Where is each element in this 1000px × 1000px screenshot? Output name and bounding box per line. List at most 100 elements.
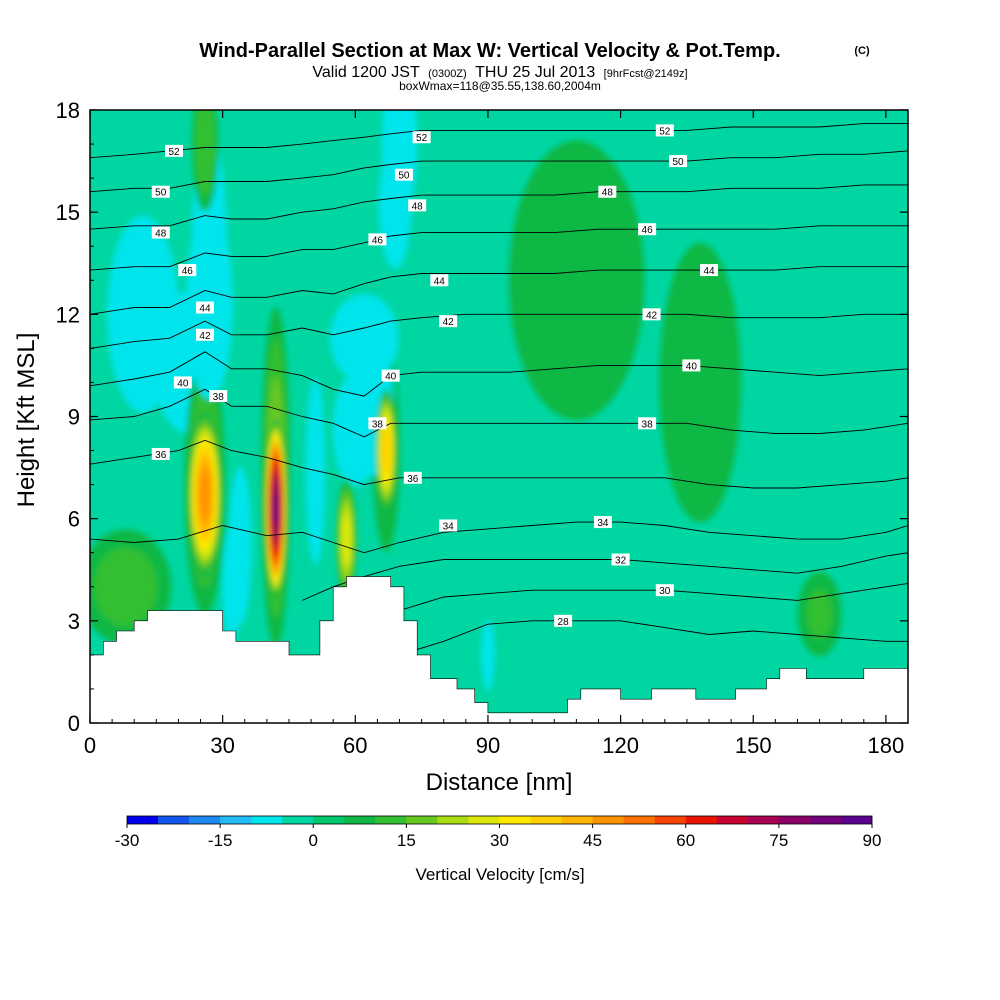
velocity-band xyxy=(272,492,279,525)
colorbar: -30 -15 0 15 30 45 60 75 90 xyxy=(115,815,881,850)
theta-contour-label: 40 xyxy=(381,369,400,383)
contour-label-box xyxy=(173,376,192,389)
velocity-cell xyxy=(659,242,742,523)
contour-label-box xyxy=(195,301,214,314)
contour-label-text: 50 xyxy=(155,188,167,199)
theta-contour-44 xyxy=(90,266,908,315)
theta-contour-label: 44 xyxy=(195,301,214,315)
theta-contour-label: 46 xyxy=(368,233,387,246)
contour-label-text: 42 xyxy=(199,331,211,342)
contour-label-box xyxy=(439,315,458,328)
velocity-band xyxy=(93,547,157,627)
contour-label-text: 34 xyxy=(443,521,455,532)
contour-label-text: 28 xyxy=(558,617,570,628)
contour-label-box xyxy=(669,155,688,168)
colorbar-label: Vertical Velocity [cm/s] xyxy=(415,865,584,884)
velocity-cell xyxy=(417,162,523,569)
contour-label-box xyxy=(554,614,573,627)
contour-label-box xyxy=(593,516,612,529)
theta-contour-label: 50 xyxy=(669,155,688,168)
x-tick-label: 150 xyxy=(735,733,772,758)
contour-label-text: 46 xyxy=(182,266,194,277)
contour-labels: 28 30 32 34 36 38 40 42 44 46 48 50 52 52 50 48 46 44 42 40… xyxy=(151,124,719,628)
colorbar-swatch xyxy=(809,816,842,824)
theta-contour-label: 50 xyxy=(394,168,413,182)
y-tick-label: 18 xyxy=(56,98,80,123)
colorbar-swatch xyxy=(127,816,159,824)
colorbar-swatch xyxy=(282,816,314,824)
theta-contour-48 xyxy=(90,184,908,230)
theta-contour-label: 32 xyxy=(611,553,630,567)
colorbar-swatch xyxy=(437,816,469,824)
forecast-info: [9hrFcst@2149z] xyxy=(604,68,688,80)
theta-contour-label: 34 xyxy=(439,519,458,532)
contour-label-box xyxy=(655,584,674,597)
contour-label-box xyxy=(611,553,630,566)
colorbar-swatch xyxy=(840,816,873,824)
y-tick-label: 3 xyxy=(68,609,80,634)
velocity-band xyxy=(341,511,352,567)
velocity-band xyxy=(417,162,523,569)
y-tick-label: 6 xyxy=(68,507,80,532)
velocity-band xyxy=(659,242,742,523)
contour-label-text: 50 xyxy=(398,171,410,182)
contour-label-text: 46 xyxy=(642,225,654,236)
contour-label-box xyxy=(598,185,617,198)
contour-label-text: 34 xyxy=(597,518,609,529)
velocity-band xyxy=(195,110,215,196)
y-axis-label: Height [Kft MSL] xyxy=(13,333,40,508)
contour-label-text: 38 xyxy=(213,392,225,403)
contour-label-text: 32 xyxy=(615,556,627,567)
theta-contour-label: 52 xyxy=(655,124,674,137)
colorbar-swatch xyxy=(499,816,531,824)
theta-contour-28 xyxy=(363,620,908,676)
theta-contour-label: 52 xyxy=(412,131,431,144)
contour-label-box xyxy=(439,519,458,532)
velocity-band xyxy=(806,589,833,639)
colorbar-tick-label: 30 xyxy=(490,831,509,850)
contour-label-box xyxy=(642,308,661,321)
velocity-cell xyxy=(508,140,645,421)
box-wmax-info: boxWmax=118@35.55,138.60,2004m xyxy=(399,79,601,93)
theta-contour-40 xyxy=(90,351,908,397)
colorbar-swatch xyxy=(685,816,718,824)
contour-label-text: 30 xyxy=(659,586,671,597)
theta-contour-30 xyxy=(332,582,908,649)
theta-contour-32 xyxy=(302,552,908,601)
contour-label-box xyxy=(195,328,214,341)
velocity-band xyxy=(222,526,241,647)
contour-label-box xyxy=(368,233,387,246)
x-tick-label: 60 xyxy=(343,733,367,758)
velocity-cell xyxy=(481,619,495,690)
terrain-profile xyxy=(90,576,908,723)
theta-contour-label: 40 xyxy=(173,376,192,389)
contour-label-text: 40 xyxy=(686,361,698,372)
contour-label-box xyxy=(151,447,170,460)
velocity-cell xyxy=(191,110,218,213)
plot-area: 28 30 32 34 36 38 40 42 44 46 48 50 52 52 50 48 46 44 42 40… xyxy=(90,110,908,723)
theta-contour-label: 50 xyxy=(151,185,170,199)
colorbar-swatch xyxy=(530,816,562,824)
theta-contour-label: 44 xyxy=(430,274,449,287)
colorbar-swatch xyxy=(716,816,749,824)
colorbar-swatch xyxy=(344,816,376,824)
colorbar-tick-label: 15 xyxy=(397,831,416,850)
contour-label-text: 50 xyxy=(673,157,685,168)
contour-label-text: 46 xyxy=(372,235,384,246)
colorbar-swatch xyxy=(189,816,221,824)
contour-label-box xyxy=(430,274,449,287)
theta-contour-label: 30 xyxy=(655,584,674,597)
velocity-band xyxy=(481,619,495,690)
colorbar-tick-label: 75 xyxy=(769,831,788,850)
x-tick-label: 90 xyxy=(476,733,500,758)
velocity-cell xyxy=(222,526,241,647)
contour-label-text: 48 xyxy=(412,201,424,212)
contour-label-box xyxy=(165,144,184,157)
theta-contour-52 xyxy=(90,123,908,159)
colorbar-tick-label: 45 xyxy=(583,831,602,850)
contour-label-text: 52 xyxy=(416,133,428,144)
y-tick-label: 0 xyxy=(68,711,80,736)
velocity-cell xyxy=(336,479,357,599)
